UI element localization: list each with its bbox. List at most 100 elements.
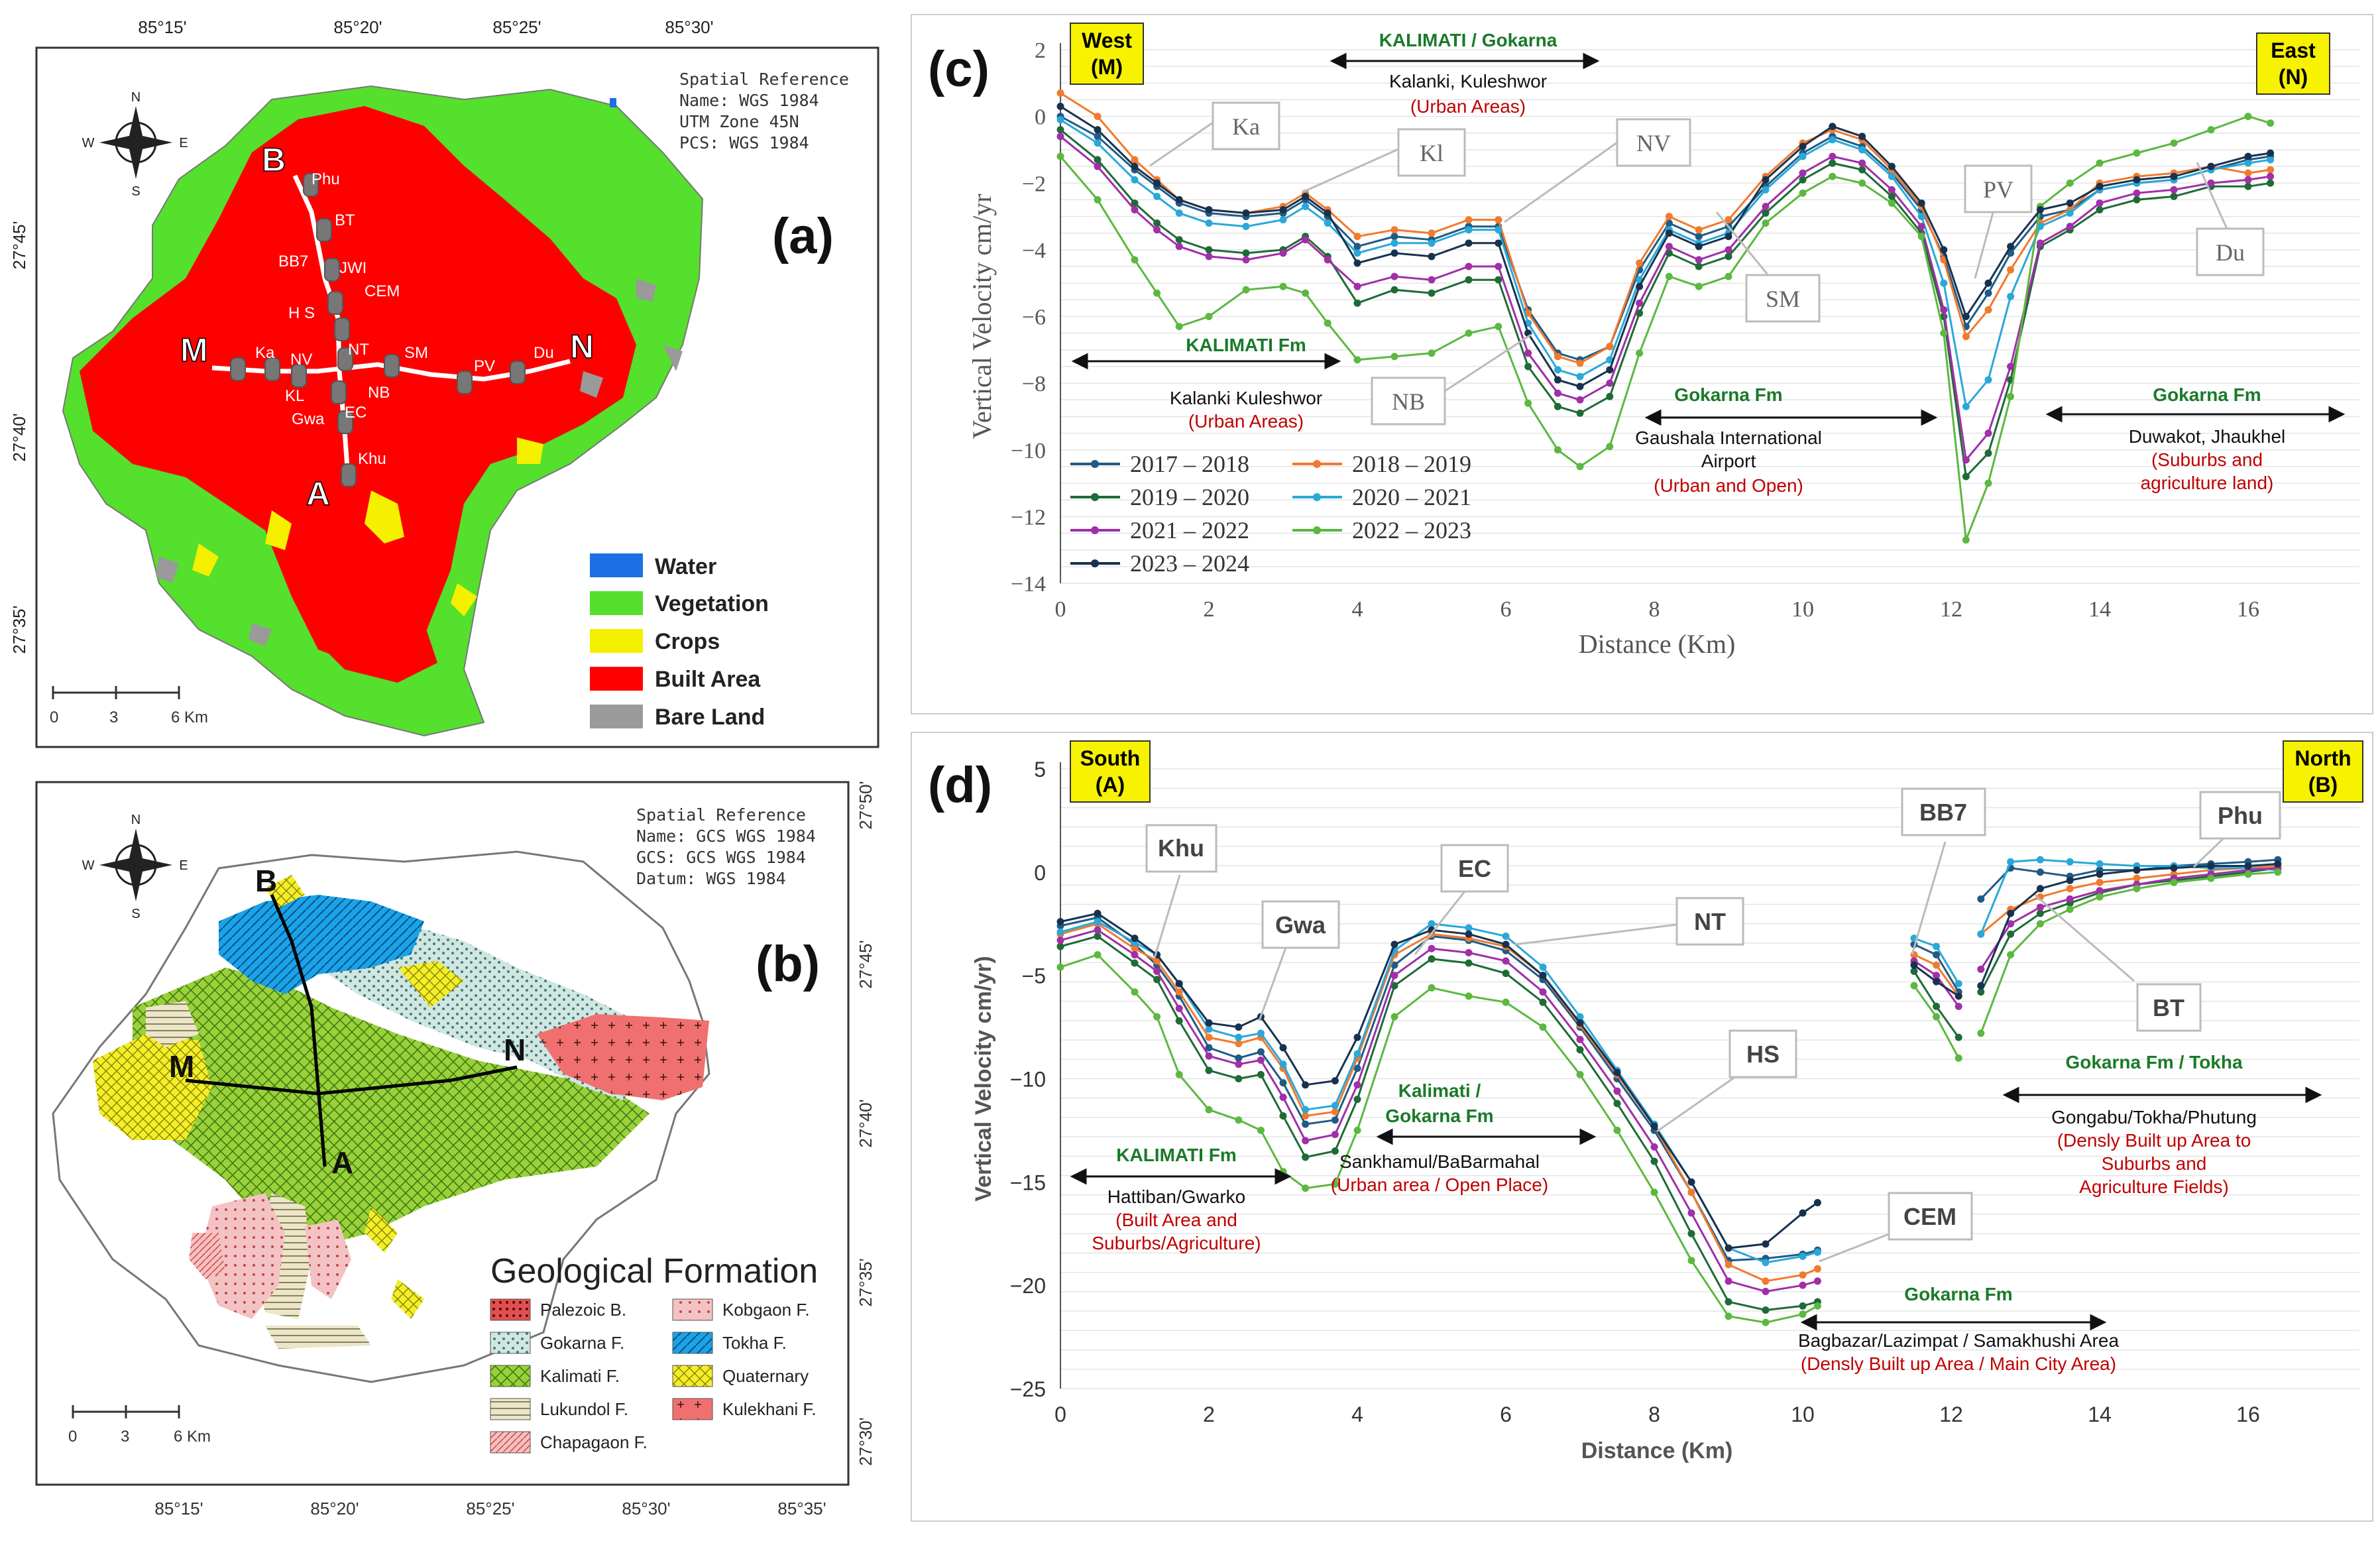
data-point — [1353, 1081, 1361, 1089]
data-point — [1131, 156, 1139, 164]
data-point — [1331, 1077, 1339, 1085]
data-point — [2133, 866, 2141, 874]
data-point — [1131, 162, 1139, 170]
data-point — [1153, 976, 1161, 984]
legend-label: Quaternary — [722, 1366, 809, 1386]
d-y-axis-title: Vertical Velocity cm/yr) — [971, 956, 996, 1201]
data-point — [1495, 216, 1502, 224]
data-point — [1762, 1240, 1770, 1248]
data-point — [1955, 1054, 1962, 1062]
data-point — [2066, 209, 2074, 217]
endpoint-m: M — [169, 1049, 194, 1084]
b-bottom-tick: 85°35' — [777, 1499, 826, 1518]
data-point — [1428, 349, 1436, 357]
data-point — [1933, 951, 1941, 958]
data-point — [1554, 366, 1561, 374]
data-point — [1175, 980, 1183, 988]
data-point — [1056, 116, 1064, 124]
data-point — [1606, 392, 1614, 400]
legend-swatch — [490, 1298, 531, 1321]
data-point — [1131, 988, 1139, 996]
data-point — [1094, 113, 1102, 121]
c-legend-entry: 2022 – 2023 — [1352, 517, 1471, 543]
callout-label: HS — [1746, 1041, 1780, 1068]
b-ref-line: Spatial Reference — [636, 805, 806, 825]
a-left-tick: 27°35' — [9, 605, 29, 654]
data-point — [1762, 1318, 1770, 1326]
data-point — [1094, 139, 1102, 147]
data-point — [1799, 176, 1807, 184]
b-spatial-ref: Spatial Reference Name: GCS WGS 1984 GCS… — [636, 805, 816, 888]
d-ann2-formation2: Gokarna Fm — [1385, 1106, 1493, 1126]
data-point — [1962, 473, 1970, 481]
y-tick-label: −2 — [1022, 172, 1046, 196]
data-point — [1933, 978, 1941, 986]
y-tick-label: −15 — [1010, 1171, 1046, 1194]
data-point — [2267, 156, 2275, 164]
geology-legend: Geological Formation Palezoic B. Gokarna… — [490, 1252, 818, 1454]
data-point — [1331, 1180, 1339, 1188]
callout-ec: EC — [1414, 844, 1509, 955]
profile-lines-b — [185, 894, 518, 1167]
data-point — [1636, 309, 1644, 317]
d-ann1-formation: KALIMATI Fm — [1116, 1145, 1236, 1165]
x-tick-label: 14 — [2088, 1402, 2112, 1426]
data-point — [1858, 146, 1866, 154]
data-point — [1910, 982, 1918, 990]
series-points — [1056, 113, 2275, 544]
data-point — [2007, 951, 2015, 958]
y-tick-label: −12 — [1011, 505, 1046, 530]
data-point — [1094, 162, 1102, 170]
data-point — [1175, 236, 1183, 244]
data-point — [1235, 1040, 1243, 1048]
data-point — [1153, 226, 1161, 234]
data-point — [1056, 152, 1064, 160]
d-range-arrows — [1070, 1086, 2322, 1331]
data-point — [1799, 1271, 1807, 1279]
series-points — [1056, 126, 2275, 481]
data-point — [1390, 353, 1398, 361]
data-point — [1917, 223, 1925, 231]
station-label: PV — [474, 357, 495, 375]
series-points — [1056, 133, 2275, 464]
data-point — [1175, 1070, 1183, 1078]
legend-swatch — [490, 1398, 531, 1420]
data-point — [1502, 932, 1510, 940]
data-point — [1539, 972, 1547, 980]
station-label: Gwa — [292, 410, 325, 428]
b-bottom-tick: 85°30' — [622, 1499, 670, 1518]
legend-label: Gokarna F. — [540, 1333, 624, 1353]
c-ann4-formation: Gokarna Fm — [2153, 384, 2261, 405]
data-point — [1205, 206, 1213, 213]
d-north-label: North — [2295, 746, 2351, 770]
compass-icon: N S W E — [82, 90, 188, 199]
data-point — [1695, 262, 1703, 270]
data-point — [1955, 1002, 1962, 1010]
data-point — [1636, 349, 1644, 357]
data-point — [1465, 329, 1473, 337]
data-point — [1331, 1147, 1339, 1155]
d-south-label: South — [1080, 746, 1141, 770]
legend-label: Tokha F. — [722, 1333, 787, 1353]
data-point — [1695, 243, 1703, 251]
station-label: JWI — [339, 259, 367, 277]
data-point — [2096, 199, 2104, 207]
data-point — [1205, 313, 1213, 320]
data-point — [1428, 276, 1436, 284]
data-point — [1955, 1033, 1962, 1041]
data-point — [1725, 272, 1732, 280]
legend-label: Crops — [655, 629, 720, 654]
compass-s: S — [131, 184, 140, 199]
data-point — [2244, 152, 2252, 160]
data-point — [1331, 1116, 1339, 1124]
series-points — [1056, 864, 2282, 1296]
callout-label: NV — [1636, 130, 1671, 156]
c-ann2-use: (Urban Areas) — [1188, 411, 1304, 431]
data-point — [1495, 262, 1502, 270]
b-bottom-tick: 85°20' — [310, 1499, 359, 1518]
d-callouts: Khu Gwa EC NT HS CEM BB7 Phu BT — [1145, 787, 2281, 1263]
data-point — [1665, 229, 1673, 237]
data-point — [1762, 1288, 1770, 1296]
data-point — [1636, 282, 1644, 290]
lulc-legend: Water Vegetation Crops Built Area Bare L… — [590, 553, 769, 730]
